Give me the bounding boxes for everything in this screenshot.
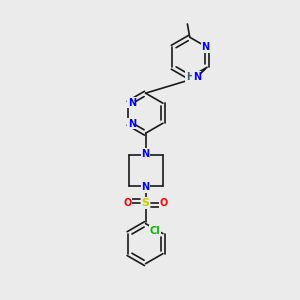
Text: O: O: [123, 198, 131, 208]
Text: N: N: [142, 182, 150, 192]
Text: N: N: [202, 42, 210, 52]
Text: N: N: [128, 98, 136, 108]
Text: H: H: [186, 72, 194, 82]
Text: N: N: [193, 72, 201, 82]
Text: Cl: Cl: [149, 226, 160, 236]
Text: N: N: [128, 119, 136, 129]
Text: O: O: [160, 198, 168, 208]
Text: N: N: [142, 149, 150, 159]
Text: S: S: [142, 198, 150, 208]
